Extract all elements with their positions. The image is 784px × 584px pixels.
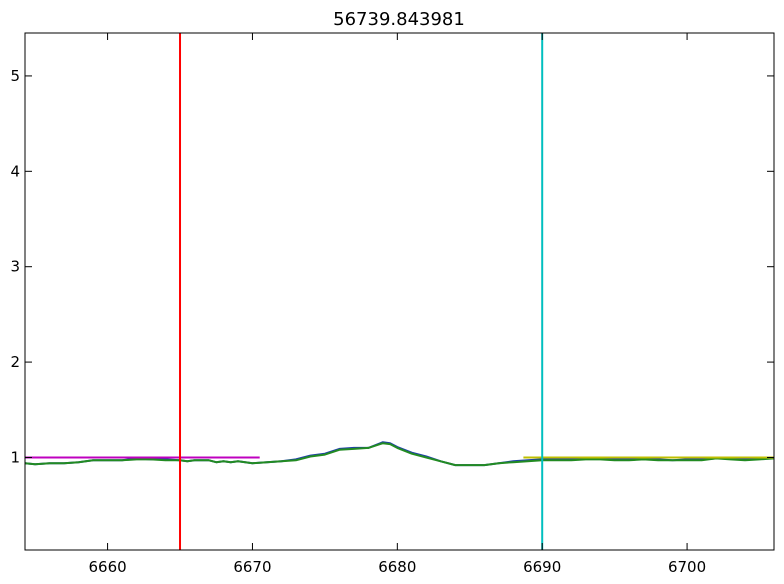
plot-frame xyxy=(24,32,775,551)
y-tick-label: 1 xyxy=(10,448,20,466)
chart-title: 56739.843981 xyxy=(333,9,465,30)
y-tick-label: 3 xyxy=(10,258,20,276)
x-tick-label: 6680 xyxy=(378,558,416,576)
y-tick-label: 4 xyxy=(10,162,20,180)
plot-area xyxy=(25,33,774,550)
x-tick-label: 6660 xyxy=(88,558,126,576)
x-tick-label: 6700 xyxy=(668,558,706,576)
y-tick-label: 5 xyxy=(10,67,20,85)
x-tick-label: 6670 xyxy=(233,558,271,576)
x-tick-label: 6690 xyxy=(523,558,561,576)
axes: 6660 6670 6680 6690 6700 1 2 3 4 5 xyxy=(10,32,775,576)
y-tick-label: 2 xyxy=(10,353,20,371)
series-line-2 xyxy=(25,442,774,467)
